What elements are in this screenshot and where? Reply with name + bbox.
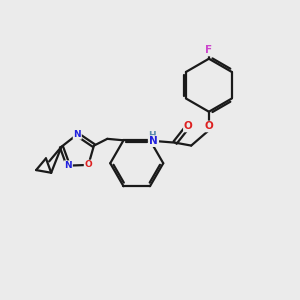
Text: O: O <box>184 122 193 131</box>
Text: N: N <box>64 161 72 170</box>
Text: H: H <box>148 131 156 140</box>
Text: F: F <box>205 46 212 56</box>
Text: N: N <box>149 136 158 146</box>
Text: O: O <box>85 160 92 169</box>
Text: N: N <box>74 130 81 139</box>
Text: O: O <box>205 122 213 131</box>
